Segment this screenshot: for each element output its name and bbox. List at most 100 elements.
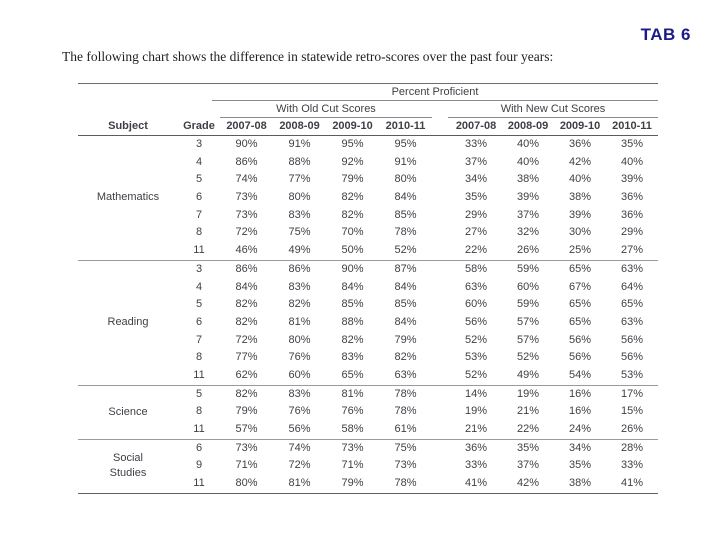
new-score-cell: 25% — [568, 244, 592, 257]
old-cut-scores-header: With Old Cut Scores — [276, 103, 376, 115]
new-score-cell: 29% — [620, 226, 644, 239]
new-score-cell: 63% — [620, 315, 644, 328]
old-score-cell: 76% — [288, 351, 311, 364]
year-column-header: 2009-10 — [559, 120, 601, 132]
new-score-cell: 37% — [464, 155, 488, 168]
subject-group: Mathematics 3 90% 91% 95% 95% 33% 40% 36% 35% 4 86%… — [78, 136, 658, 260]
table-row: 6 82% 81% 88% 84% 56% 57% 65% 63% — [178, 314, 658, 332]
new-score-cell: 60% — [516, 280, 540, 293]
retro-scores-table: Percent Proficient With Old Cut Scores W… — [78, 83, 658, 494]
old-score-cell: 95% — [394, 138, 417, 150]
old-score-cell: 82% — [288, 298, 311, 311]
new-score-cell: 52% — [464, 368, 488, 381]
old-score-cell: 73% — [235, 441, 258, 454]
new-score-cell: 36% — [464, 441, 488, 454]
column-gap — [432, 136, 450, 154]
old-score-cell: 80% — [235, 477, 258, 490]
year-column-header: 2008-09 — [279, 120, 320, 132]
column-gap — [432, 261, 450, 279]
new-score-cell: 27% — [464, 226, 488, 239]
new-score-cell: 24% — [568, 423, 592, 435]
new-score-cell: 28% — [620, 441, 644, 454]
new-score-cell: 39% — [568, 208, 592, 221]
old-score-cell: 82% — [341, 191, 364, 204]
old-score-cell: 83% — [288, 280, 311, 293]
old-score-cell: 50% — [341, 244, 364, 257]
column-gap — [432, 475, 450, 493]
new-score-cell: 63% — [464, 280, 488, 293]
new-score-cell: 56% — [568, 351, 592, 364]
new-score-cell: 41% — [620, 477, 644, 490]
new-score-cell: 60% — [464, 298, 488, 311]
new-score-cell: 56% — [620, 351, 644, 364]
new-score-cell: 19% — [516, 387, 540, 400]
new-score-cell: 65% — [620, 298, 644, 311]
grade-cell: 6 — [195, 315, 203, 328]
table-row: 3 86% 86% 90% 87% 58% 59% 65% 63% — [178, 261, 658, 279]
table-header: Percent Proficient With Old Cut Scores W… — [78, 84, 658, 136]
year-column-header: 2007-08 — [226, 120, 267, 132]
old-score-cell: 57% — [235, 423, 258, 435]
old-score-cell: 58% — [341, 423, 364, 435]
new-score-cell: 58% — [464, 262, 488, 275]
grade-cell: 11 — [193, 423, 205, 435]
new-score-cell: 19% — [464, 405, 488, 418]
old-score-cell: 81% — [288, 315, 311, 328]
column-gap — [432, 421, 450, 439]
table-row: 11 46% 49% 50% 52% 22% 26% 25% 27% — [178, 242, 658, 260]
old-score-cell: 82% — [341, 333, 364, 346]
new-score-cell: 27% — [620, 244, 644, 257]
old-score-cell: 56% — [288, 423, 311, 435]
year-column-header: 2007-08 — [455, 120, 497, 132]
table-row: 11 57% 56% 58% 61% 21% 22% 24% 26% — [178, 421, 658, 439]
table-caption: The following chart shows the difference… — [62, 49, 554, 64]
new-score-cell: 57% — [516, 333, 540, 346]
table-row: 11 80% 81% 79% 78% 41% 42% 38% 41% — [178, 475, 658, 493]
column-gap — [432, 296, 450, 314]
new-score-cell: 33% — [620, 459, 644, 472]
grade-cell: 8 — [195, 405, 203, 418]
table-row: 9 71% 72% 71% 73% 33% 37% 35% 33% — [178, 457, 658, 475]
old-score-cell: 74% — [235, 173, 258, 186]
old-score-cell: 76% — [288, 405, 311, 418]
column-gap — [432, 349, 450, 367]
old-score-cell: 84% — [394, 280, 417, 293]
percent-proficient-header: Percent Proficient — [391, 86, 479, 98]
grade-cell: 5 — [195, 298, 203, 311]
old-score-cell: 73% — [394, 459, 417, 472]
new-cut-scores-header: With New Cut Scores — [500, 103, 606, 115]
new-score-cell: 29% — [464, 208, 488, 221]
old-score-cell: 88% — [288, 155, 311, 168]
subject-label: Mathematics — [96, 191, 160, 204]
subject-label: Science — [108, 405, 148, 418]
old-score-cell: 80% — [288, 333, 311, 346]
old-score-cell: 87% — [394, 262, 417, 275]
new-score-cell: 33% — [464, 138, 488, 150]
year-column-header: 2009-10 — [332, 120, 373, 132]
year-column-header: 2010-11 — [385, 120, 426, 132]
grade-cell: 11 — [193, 368, 205, 381]
old-score-cell: 72% — [288, 459, 311, 472]
old-score-cell: 52% — [394, 244, 417, 257]
new-score-cell: 35% — [620, 138, 644, 150]
old-score-cell: 73% — [341, 441, 364, 454]
old-score-cell: 82% — [235, 315, 258, 328]
column-gap — [432, 440, 450, 458]
old-score-cell: 65% — [341, 368, 364, 381]
table-row: 7 72% 80% 82% 79% 52% 57% 56% 56% — [178, 332, 658, 350]
column-gap — [432, 224, 450, 242]
column-gap — [432, 207, 450, 225]
old-score-cell: 79% — [394, 333, 417, 346]
new-score-cell: 52% — [464, 333, 488, 346]
new-score-cell: 38% — [516, 173, 540, 186]
old-score-cell: 77% — [288, 173, 311, 186]
old-score-cell: 85% — [394, 208, 417, 221]
new-score-cell: 36% — [568, 138, 592, 150]
old-score-cell: 71% — [235, 459, 258, 472]
new-score-cell: 56% — [464, 315, 488, 328]
grade-cell: 6 — [195, 191, 203, 204]
old-score-cell: 80% — [394, 173, 417, 186]
table-top-rule — [78, 83, 658, 84]
old-score-cell: 80% — [288, 191, 311, 204]
year-column-header: 2008-09 — [507, 120, 549, 132]
